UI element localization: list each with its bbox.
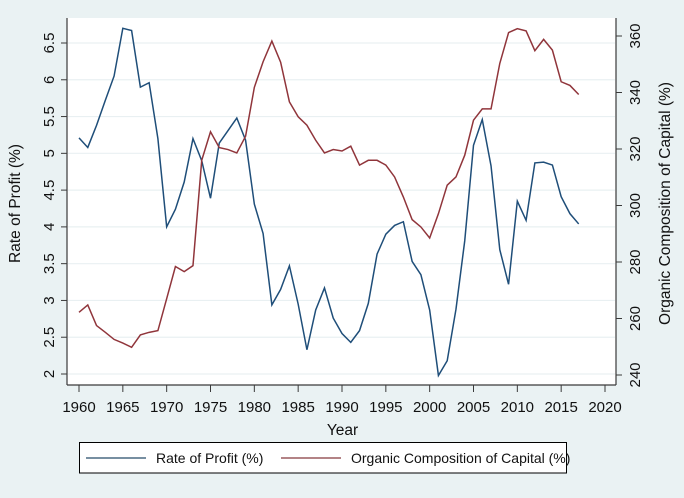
y2-tick-label: 280 — [627, 249, 644, 274]
x-tick-label: 1970 — [150, 399, 183, 416]
y2-tick-label: 240 — [627, 362, 644, 387]
y-tick-label: 4.5 — [41, 180, 58, 201]
y-tick-label: 3.5 — [41, 253, 58, 274]
y-tick-label: 5.5 — [41, 106, 58, 127]
legend-label-rate-of-profit: Rate of Profit (%) — [156, 450, 263, 466]
y-tick-label: 6.5 — [41, 33, 58, 54]
y-tick-label: 2.5 — [41, 327, 58, 348]
y-axis-title: Rate of Profit (%) — [7, 144, 24, 263]
y-tick-label: 2 — [41, 370, 58, 378]
x-tick-label: 1980 — [238, 399, 271, 416]
x-tick-label: 2010 — [501, 399, 534, 416]
y2-axis-title: Organic Composition of Capital (%) — [657, 82, 674, 325]
x-tick-label: 2015 — [544, 399, 577, 416]
y2-tick-label: 340 — [627, 80, 644, 105]
y-tick-label: 6 — [41, 76, 58, 84]
y2-tick-label: 260 — [627, 306, 644, 331]
legend-label-organic-composition: Organic Composition of Capital (%) — [351, 450, 570, 466]
legend: Rate of Profit (%) Organic Composition o… — [79, 442, 570, 474]
y-tick-label: 4 — [41, 223, 58, 231]
x-tick-label: 1975 — [194, 399, 227, 416]
series-group — [78, 27, 580, 378]
y2-tick-label: 300 — [627, 193, 644, 218]
series-line-rate-of-profit — [78, 27, 580, 378]
x-axis-title: Year — [327, 422, 358, 439]
y-tick-label: 5 — [41, 149, 58, 157]
axes: 2 2.5 3 3.5 4 4.5 5 5.5 6 6.5 240 260 280 300 320 340 36… — [41, 18, 644, 416]
y2-tick-label: 360 — [627, 23, 644, 48]
x-tick-label: 2000 — [413, 399, 446, 416]
y-tick-label: 3 — [41, 296, 58, 304]
x-tick-label: 1985 — [281, 399, 314, 416]
x-tick-label: 1960 — [62, 399, 95, 416]
x-tick-label: 1965 — [106, 399, 139, 416]
series-line-organic-composition — [78, 27, 580, 349]
x-tick-label: 1990 — [325, 399, 358, 416]
x-tick-label: 2020 — [588, 399, 621, 416]
x-tick-label: 1995 — [369, 399, 402, 416]
plot-area — [67, 18, 616, 385]
y2-tick-label: 320 — [627, 136, 644, 161]
x-tick-label: 2005 — [457, 399, 490, 416]
